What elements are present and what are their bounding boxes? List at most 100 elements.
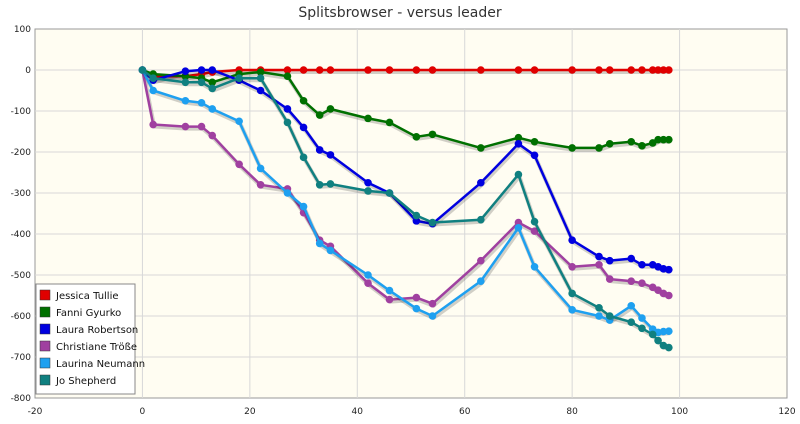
data-point	[659, 135, 668, 144]
data-point	[530, 217, 539, 226]
data-point	[428, 130, 437, 139]
data-point	[181, 122, 190, 131]
data-point	[638, 279, 646, 288]
data-point	[665, 327, 673, 335]
legend-swatch	[39, 374, 51, 386]
data-point	[665, 265, 673, 274]
data-point	[138, 66, 147, 74]
x-tick-label: 0	[140, 407, 146, 417]
data-point	[149, 120, 157, 129]
y-tick-label: -400	[11, 230, 32, 240]
data-point	[654, 336, 662, 345]
y-tick-label: -600	[11, 312, 32, 322]
data-point	[235, 160, 243, 169]
data-point	[208, 78, 217, 87]
y-tick-label: 100	[14, 25, 31, 35]
data-point	[149, 74, 157, 82]
data-point	[654, 66, 662, 74]
data-point	[326, 105, 335, 113]
data-point	[627, 254, 636, 263]
legend-swatch	[39, 306, 51, 318]
data-point	[385, 286, 394, 295]
data-point	[235, 74, 243, 82]
data-point	[256, 86, 265, 95]
data-point	[208, 131, 217, 140]
data-point	[568, 144, 576, 152]
data-point	[605, 275, 614, 283]
data-point	[428, 218, 437, 227]
data-point	[412, 66, 421, 74]
data-point	[568, 263, 576, 271]
data-point	[568, 66, 576, 74]
data-point	[530, 137, 539, 146]
data-point	[197, 99, 206, 107]
legend-label: Christiane Tröße	[56, 342, 137, 353]
data-point	[568, 289, 576, 298]
data-point	[299, 123, 308, 132]
data-point	[256, 164, 265, 173]
data-point	[477, 256, 485, 265]
data-point	[477, 178, 485, 187]
data-point	[197, 122, 206, 131]
series-1	[138, 66, 673, 152]
data-point	[315, 239, 324, 248]
data-point	[326, 246, 335, 255]
y-tick-label: -100	[11, 107, 32, 117]
y-tick-label: -500	[11, 271, 32, 281]
data-point	[638, 324, 646, 333]
data-point	[364, 279, 372, 288]
data-point	[326, 180, 335, 188]
data-point	[181, 67, 190, 76]
data-point	[477, 66, 485, 74]
data-point	[638, 66, 646, 74]
data-point	[638, 260, 646, 269]
data-point	[283, 72, 292, 80]
data-point	[315, 146, 324, 154]
legend-box	[35, 283, 136, 395]
legend-label: Jo Shepherd	[55, 376, 116, 387]
data-point	[627, 318, 636, 326]
data-point	[412, 304, 421, 313]
data-point	[364, 114, 372, 123]
legend-label: Laura Robertson	[56, 325, 138, 336]
data-point	[149, 86, 157, 95]
data-point	[530, 66, 539, 74]
data-point	[665, 135, 673, 144]
y-tick-label: 0	[25, 66, 31, 76]
data-point	[665, 291, 673, 300]
data-point	[235, 117, 243, 126]
data-point	[595, 144, 603, 152]
x-tick-label: 20	[244, 407, 256, 417]
data-point	[283, 105, 292, 113]
data-point	[364, 178, 372, 187]
data-point	[208, 105, 217, 113]
data-point	[514, 133, 523, 142]
data-point	[514, 140, 523, 148]
legend-swatch	[39, 289, 51, 301]
data-point	[315, 111, 324, 119]
legend-label: Jessica Tullie	[55, 291, 119, 302]
data-point	[283, 189, 292, 197]
data-point	[181, 78, 190, 87]
x-tick-label: 100	[671, 407, 688, 417]
data-point	[181, 96, 190, 105]
x-tick-label: -20	[28, 407, 43, 417]
data-point	[530, 263, 539, 271]
data-point	[385, 189, 394, 197]
data-point	[659, 66, 668, 74]
data-point	[256, 74, 265, 82]
data-point	[256, 181, 265, 189]
data-point	[514, 170, 523, 179]
data-point	[299, 96, 308, 105]
legend-swatch	[39, 340, 51, 352]
legend-label: Fanni Gyurko	[56, 308, 121, 319]
data-point	[208, 66, 217, 74]
data-point	[197, 78, 206, 87]
data-point	[385, 118, 394, 127]
data-point	[385, 66, 394, 74]
data-point	[428, 66, 437, 74]
data-point	[326, 66, 335, 74]
data-point	[256, 68, 265, 76]
